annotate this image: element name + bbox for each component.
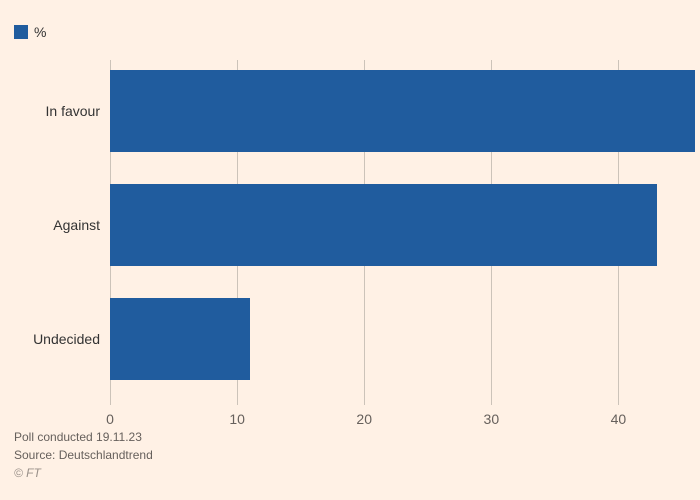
bar bbox=[110, 70, 695, 152]
y-axis-label: In favour bbox=[5, 103, 100, 119]
chart-footer: Poll conducted 19.11.23 Source: Deutschl… bbox=[14, 428, 153, 482]
legend: % bbox=[14, 24, 46, 40]
footer-source: Source: Deutschlandtrend bbox=[14, 446, 153, 464]
legend-label: % bbox=[34, 24, 46, 40]
footer-credit: © FT bbox=[14, 464, 153, 482]
x-axis-tick: 40 bbox=[611, 411, 627, 427]
x-axis-tick: 20 bbox=[356, 411, 372, 427]
x-axis-tick: 10 bbox=[229, 411, 245, 427]
footer-note: Poll conducted 19.11.23 bbox=[14, 428, 153, 446]
legend-swatch bbox=[14, 25, 28, 39]
y-axis-label: Against bbox=[5, 217, 100, 233]
x-axis-tick: 30 bbox=[484, 411, 500, 427]
y-axis-label: Undecided bbox=[5, 331, 100, 347]
x-axis-tick: 0 bbox=[106, 411, 114, 427]
bar bbox=[110, 184, 657, 266]
chart-plot-area bbox=[110, 60, 682, 405]
bar bbox=[110, 298, 250, 380]
